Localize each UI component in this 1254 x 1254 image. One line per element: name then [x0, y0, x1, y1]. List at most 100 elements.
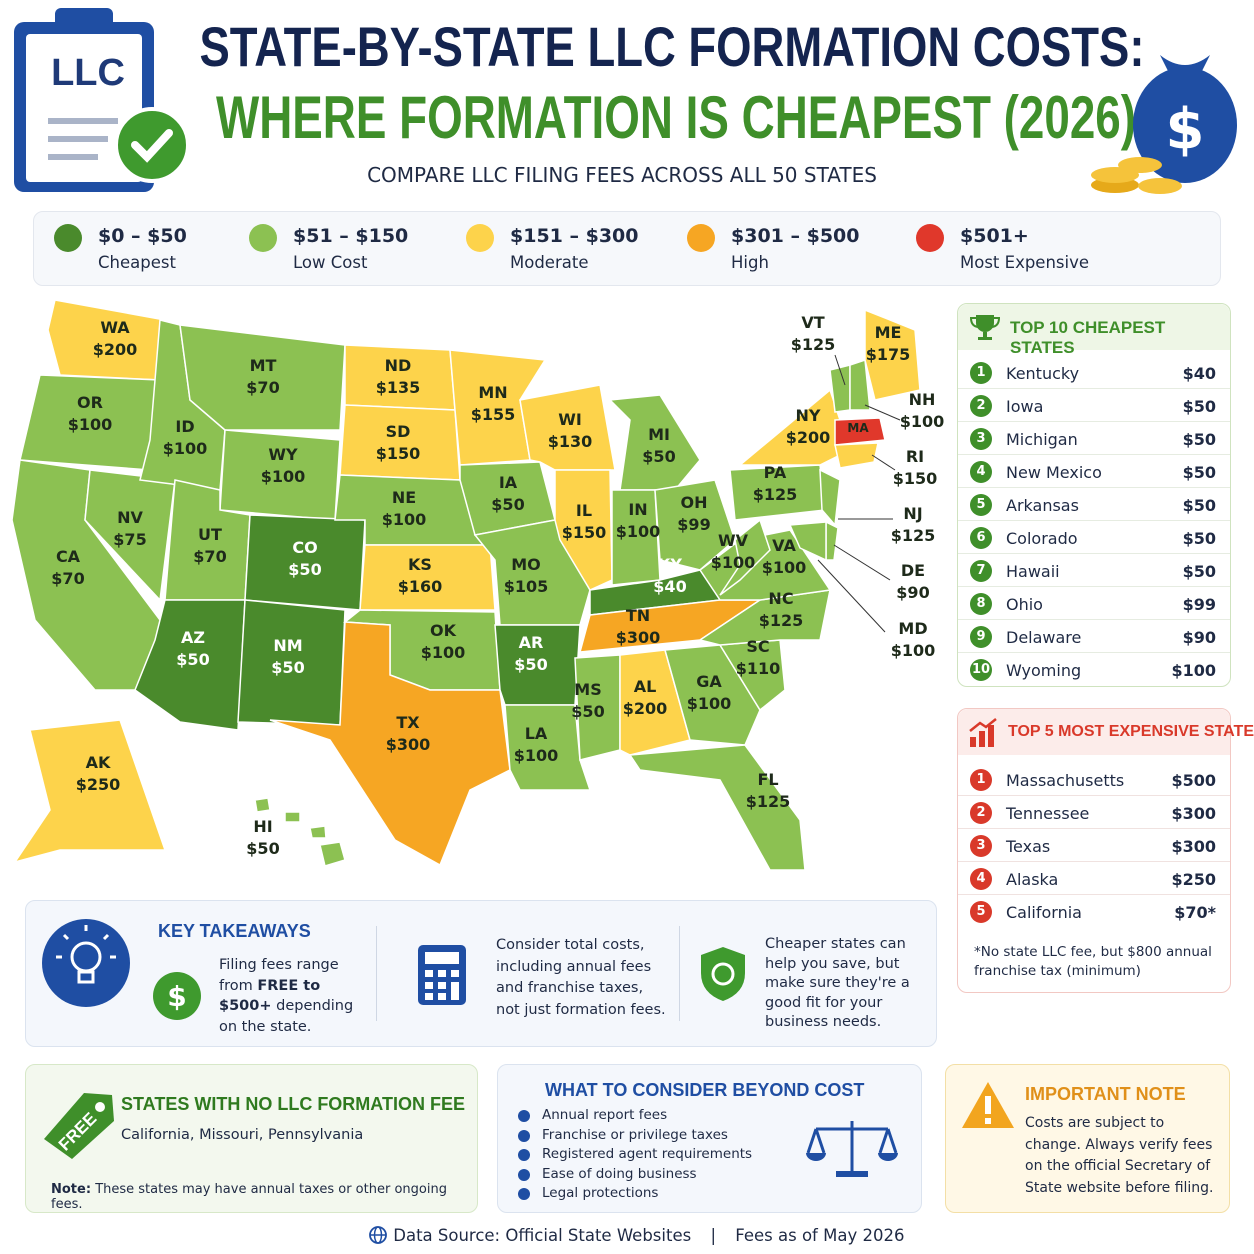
date: Fees as of May 2026 — [735, 1226, 905, 1245]
key-takeaways-panel: KEY TAKEAWAYS $ Filing fees range from F… — [25, 900, 937, 1047]
state-fee: $105 — [504, 577, 549, 596]
checklist-item: Annual report fees — [542, 1107, 668, 1123]
state-abbr: OR — [77, 393, 103, 412]
rank-row: 2 Iowa $50 — [958, 389, 1230, 422]
state-abbr: NY — [796, 406, 821, 425]
note: Note: These states may have annual taxes… — [51, 1182, 477, 1212]
title-line-1: STATE-BY-STATE LLC FORMATION COSTS: — [200, 15, 1145, 78]
state-name: Colorado — [1006, 529, 1078, 548]
rank-row: 9 Delaware $90 — [958, 620, 1230, 653]
state-abbr: AL — [634, 677, 657, 696]
state-name: Delaware — [1006, 628, 1082, 647]
note-text: These states may have annual taxes or ot… — [51, 1182, 447, 1212]
state-abbr: MA — [847, 421, 869, 435]
panel-title: TOP 5 MOST EXPENSIVE STATES — [1008, 723, 1254, 740]
legend-label: Most Expensive — [960, 253, 1090, 272]
state-fee: $50 — [271, 658, 304, 677]
state-abbr: DE — [901, 561, 925, 580]
state-abbr: UT — [198, 525, 222, 544]
state-abbr: NE — [392, 488, 416, 507]
rank-row: 7 Hawaii $50 — [958, 554, 1230, 587]
panel-title: TOP 10 CHEAPEST STATES — [1010, 318, 1166, 357]
state-fee: $155 — [471, 405, 516, 424]
check-icon — [518, 1188, 530, 1200]
rank-badge: 3 — [970, 835, 992, 857]
state-name: Arkansas — [1006, 496, 1079, 515]
check-icon — [518, 1110, 530, 1122]
title-line-2: WHERE FORMATION IS CHEAPEST (2026) — [216, 84, 1136, 151]
state-shape — [254, 797, 346, 867]
state-fee: $175 — [866, 345, 911, 364]
state-fee: $50 — [1182, 562, 1216, 581]
state-abbr: OK — [430, 621, 457, 640]
state-name: Hawaii — [1006, 562, 1060, 581]
legend-swatch — [916, 224, 944, 252]
rank-badge: 3 — [970, 428, 992, 450]
state-abbr: KY — [658, 555, 682, 574]
state-fee: $300 — [386, 735, 431, 754]
state-fee: $125 — [759, 611, 804, 630]
state-fee: $99 — [677, 515, 710, 534]
beyond-cost-panel: WHAT TO CONSIDER BEYOND COST Annual repo… — [497, 1064, 922, 1213]
state-shape — [819, 468, 841, 527]
state-name: New Mexico — [1006, 463, 1102, 482]
legend-range: $51 – $150 — [293, 225, 409, 247]
checklist-item: Ease of doing business — [542, 1165, 697, 1182]
top-cheapest-panel: TOP 10 CHEAPEST STATES 1 Kentucky $40 2 Iowa… — [957, 303, 1231, 687]
rank-badge: 6 — [970, 527, 992, 549]
rank-row: 4 New Mexico $50 — [958, 455, 1230, 488]
state-shape — [359, 544, 496, 611]
state-fee: $100 — [891, 641, 936, 660]
leader-line — [864, 404, 901, 421]
text: Filing fees range from — [219, 957, 339, 994]
important-panel: IMPORTANT NOTE Costs are subject to chan… — [945, 1064, 1230, 1213]
legend-swatch — [687, 224, 715, 252]
state-fee: $300 — [1171, 804, 1216, 823]
state-fee: $100 — [762, 558, 807, 577]
state-abbr: IL — [576, 501, 592, 520]
panel-header: TOP 10 CHEAPEST STATES — [958, 304, 1230, 357]
rank-row: 4 Alaska $250 — [958, 862, 1230, 895]
state-fee: $200 — [93, 340, 138, 359]
trophy-icon — [970, 315, 1000, 340]
state-abbr: MD — [898, 619, 927, 638]
header: LLC STATE-BY-STATE LLC FORMATION COSTS: … — [14, 8, 1237, 194]
state-abbr: SD — [386, 422, 411, 441]
state-abbr: KS — [408, 555, 432, 574]
state-shape — [664, 644, 761, 746]
state-name: Michigan — [1006, 430, 1078, 449]
states-list: California, Missouri, Pennsylvania — [121, 1127, 364, 1143]
rank-row: 5 California $70* — [958, 895, 1230, 928]
state-abbr: HI — [253, 817, 272, 836]
state-abbr: WA — [100, 318, 130, 337]
rank-badge: 1 — [970, 769, 992, 791]
state-shape — [654, 479, 736, 571]
state-abbr: MN — [478, 383, 507, 402]
rank-badge: 2 — [970, 395, 992, 417]
lightbulb-icon — [42, 919, 130, 1007]
check-icon — [518, 1149, 530, 1161]
leader-line — [834, 354, 846, 386]
state-fee: $150 — [893, 469, 938, 488]
state-fee: $70 — [51, 569, 84, 588]
state-abbr: SC — [746, 637, 769, 656]
takeaway-1: Filing fees range from FREE to $500+ dep… — [219, 955, 369, 1037]
state-abbr: AR — [519, 633, 544, 652]
check-icon — [518, 1168, 530, 1181]
state-fee: $75 — [113, 530, 146, 549]
state-fee: $50 — [246, 839, 279, 858]
calculator-icon — [418, 945, 466, 1005]
state-fee: $100 — [261, 467, 306, 486]
state-abbr: MI — [648, 425, 670, 444]
state-fee: $50 — [491, 495, 524, 514]
rank-row: 1 Massachusetts $500 — [958, 763, 1230, 796]
legend: $0 – $50 Cheapest $51 – $150 Low Cost $151 –… — [33, 211, 1221, 286]
state-name: Alaska — [1006, 870, 1059, 889]
text: depending on the state. — [219, 998, 354, 1035]
state-name: Kentucky — [1006, 364, 1080, 383]
state-abbr: RI — [906, 447, 924, 466]
state-shape — [719, 518, 771, 596]
divider — [376, 926, 377, 1021]
state-abbr: ND — [385, 356, 412, 375]
